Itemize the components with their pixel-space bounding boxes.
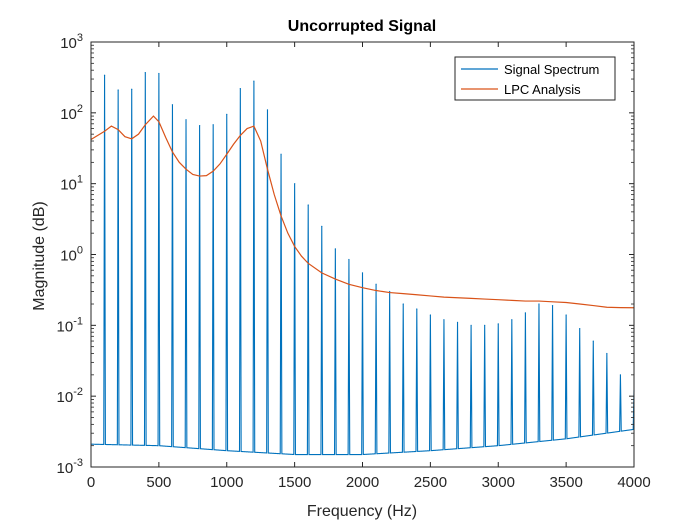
signal-spectrum-peak-point bbox=[619, 374, 622, 376]
signal-spectrum-peak-point bbox=[402, 303, 404, 305]
x-tick-label: 1500 bbox=[278, 474, 311, 491]
signal-spectrum-peak-point bbox=[131, 88, 133, 90]
x-axis-title: Frequency (Hz) bbox=[307, 503, 417, 520]
signal-spectrum-peak-point bbox=[321, 225, 323, 227]
legend-box bbox=[454, 56, 616, 101]
signal-spectrum-peak-point bbox=[538, 303, 540, 305]
y-tick-label: 10-1 bbox=[57, 315, 83, 335]
signal-spectrum-peak-point bbox=[524, 312, 527, 314]
y-tick-label: 10-2 bbox=[57, 386, 83, 406]
signal-spectrum-peak-point bbox=[470, 324, 472, 326]
signal-spectrum-peak-point bbox=[497, 323, 499, 325]
signal-spectrum-peak-point bbox=[185, 119, 187, 121]
signal-spectrum-peak-point bbox=[361, 272, 364, 274]
x-tick-label: 2000 bbox=[346, 474, 379, 491]
x-tick-label: 1000 bbox=[210, 474, 243, 491]
signal-spectrum-peak-point bbox=[389, 290, 391, 293]
signal-spectrum-peak-point bbox=[266, 109, 269, 111]
signal-spectrum-peak-point bbox=[117, 89, 119, 91]
x-tick-label: 0 bbox=[87, 474, 95, 491]
legend-label-signal-spectrum: Signal Spectrum bbox=[504, 62, 599, 77]
signal-spectrum-peak-point bbox=[307, 204, 309, 206]
y-tick-label: 10-3 bbox=[57, 457, 83, 477]
x-tick-label: 2500 bbox=[414, 474, 447, 491]
signal-spectrum-peak-point bbox=[144, 71, 146, 74]
signal-spectrum-peak-point bbox=[171, 104, 174, 106]
signal-spectrum-peak-point bbox=[565, 314, 567, 316]
signal-spectrum-peak-point bbox=[551, 304, 554, 307]
signal-spectrum-peak-point bbox=[416, 308, 418, 310]
x-tick-label: 3000 bbox=[482, 474, 515, 491]
signal-spectrum-peak-point bbox=[239, 87, 241, 90]
signal-spectrum-peak-point bbox=[158, 72, 160, 75]
signal-spectrum-peak-point bbox=[579, 327, 581, 330]
legend-label-lpc-analysis: LPC Analysis bbox=[504, 82, 581, 97]
chart-title: Uncorrupted Signal bbox=[288, 18, 436, 35]
signal-spectrum-peak-point bbox=[443, 319, 445, 321]
signal-spectrum-peak-point bbox=[280, 153, 282, 155]
signal-spectrum-peak-point bbox=[348, 258, 350, 261]
signal-spectrum-peak-point bbox=[199, 125, 201, 127]
signal-spectrum-peak-point bbox=[375, 283, 377, 285]
signal-spectrum-peak-point bbox=[226, 113, 228, 116]
y-tick-label: 102 bbox=[60, 103, 83, 123]
legend: Signal Spectrum LPC Analysis bbox=[454, 56, 616, 101]
x-tick-label: 500 bbox=[146, 474, 171, 491]
signal-spectrum-peak-point bbox=[429, 314, 431, 316]
y-tick-label: 103 bbox=[60, 32, 83, 52]
signal-spectrum-peak-point bbox=[212, 124, 214, 126]
series-lpc-analysis bbox=[90, 115, 635, 309]
signal-spectrum-peak-point bbox=[334, 248, 336, 250]
signal-spectrum-peak-point bbox=[511, 319, 513, 321]
signal-spectrum-peak-point bbox=[592, 340, 594, 342]
y-tick-label: 101 bbox=[60, 174, 83, 194]
signal-spectrum-peak-point bbox=[606, 352, 608, 355]
signal-spectrum-peak-point bbox=[456, 321, 459, 324]
signal-spectrum-peak-point bbox=[103, 74, 106, 76]
signal-spectrum-peak-point bbox=[294, 183, 296, 185]
x-tick-label: 4000 bbox=[617, 474, 650, 491]
y-tick-label: 100 bbox=[60, 245, 83, 265]
signal-spectrum-peak-point bbox=[253, 80, 255, 82]
signal-spectrum-peak-point bbox=[484, 324, 486, 326]
y-axis-title: Magnitude (dB) bbox=[31, 201, 48, 310]
x-tick-label: 3500 bbox=[549, 474, 582, 491]
plot-area: 0 500 1000 1500 2000 2500 3000 3500 4000 10-3 10-2… bbox=[57, 32, 651, 491]
